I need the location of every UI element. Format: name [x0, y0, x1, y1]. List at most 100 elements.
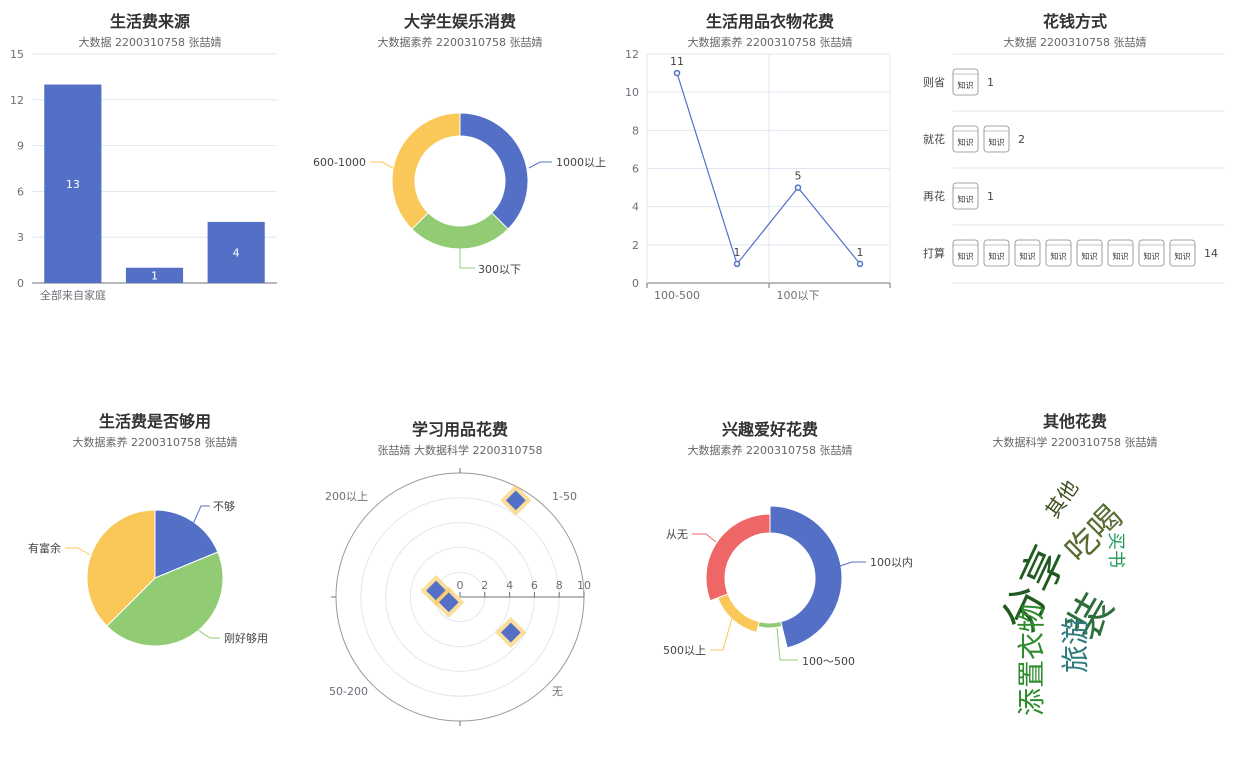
radius-tick-label: 8 — [556, 579, 563, 592]
book-symbol — [1045, 239, 1072, 267]
pie-slice — [391, 112, 461, 230]
slice-label: 100～500 — [802, 655, 855, 668]
book-symbol-label: 知识 — [958, 251, 974, 261]
book-symbol-label: 知识 — [1051, 251, 1067, 261]
book-symbol-label: 知识 — [1113, 251, 1129, 261]
book-symbol — [1107, 239, 1134, 267]
chart-subtitle: 大数据素养 2200310758 张喆婧 — [687, 444, 853, 457]
cloud-word: 添置衣物 — [1015, 604, 1048, 716]
book-symbol — [1076, 239, 1103, 267]
pie-slice — [154, 509, 219, 579]
x-tick-label: 全部来自家庭 — [40, 288, 106, 302]
label-line — [776, 627, 798, 661]
chart-title: 花钱方式 — [1042, 12, 1107, 31]
radius-tick-label: 0 — [457, 579, 464, 592]
series-line — [676, 72, 861, 266]
chart-subtitle: 张喆婧 大数据科学 2200310758 — [377, 444, 543, 457]
chart-subtitle: 大数据素养 2200310758 张喆婧 — [377, 36, 543, 49]
category-label: 打算 — [923, 246, 945, 260]
y-tick-label: 2 — [632, 239, 639, 252]
bar-value-label: 1 — [151, 269, 158, 282]
row-value-label: 14 — [1204, 247, 1218, 260]
label-line — [192, 505, 210, 525]
label-line — [839, 561, 866, 567]
y-tick-label: 0 — [632, 277, 639, 290]
label-line — [710, 617, 733, 651]
chart-title: 生活用品衣物花费 — [705, 12, 834, 31]
x-tick-label: 100以下 — [777, 289, 820, 302]
label-line — [197, 629, 220, 639]
rose-slice — [757, 621, 783, 629]
slice-label: 600-1000 — [313, 156, 366, 169]
y-tick-label: 6 — [17, 185, 24, 198]
book-symbol-label: 知识 — [1082, 251, 1098, 261]
chart-entertainment: 大学生娱乐消费 大数据素养 2200310758 张喆婧 1000以上 300以下… — [310, 0, 610, 350]
y-tick-label: 6 — [632, 163, 639, 176]
row-value-label: 2 — [1018, 133, 1025, 146]
y-tick-label: 0 — [17, 277, 24, 290]
y-tick-label: 10 — [625, 86, 639, 99]
data-point — [733, 260, 741, 268]
label-line — [692, 533, 717, 543]
data-label: 1 — [857, 246, 864, 259]
y-tick-label: 12 — [10, 94, 24, 107]
pie-slice — [86, 509, 156, 627]
book-symbol-label: 知识 — [1144, 251, 1160, 261]
chart-title: 生活费来源 — [109, 12, 190, 31]
pie-slice — [459, 112, 529, 230]
angle-label: 200以上 — [325, 490, 368, 503]
category-label: 再花 — [923, 190, 945, 203]
slice-label: 1000以上 — [556, 156, 606, 169]
data-label: 1 — [734, 246, 741, 259]
y-tick-label: 8 — [632, 124, 639, 137]
book-symbol — [952, 182, 979, 210]
slice-label: 从无 — [666, 528, 688, 541]
book-symbol — [1014, 239, 1041, 267]
chart-living-source: 生活费来源 大数据 2200310758 张喆婧 0 3 6 9 12 15 13 1 4 全部来… — [0, 0, 300, 350]
bar-value-label: 4 — [233, 246, 240, 259]
x-tick-label: 100-500 — [654, 289, 700, 302]
angle-label: 50-200 — [329, 685, 368, 698]
chart-daily-goods: 生活用品衣物花费 大数据素养 2200310758 张喆婧 0 2 4 6 8 10 12 1… — [620, 0, 920, 350]
polar-scatter-chart: 0 2 4 6 8 10 1-50 200以上 50-200 无 — [325, 468, 591, 726]
bar — [44, 84, 102, 284]
radius-tick-label: 6 — [531, 579, 538, 592]
book-symbol — [952, 239, 979, 267]
book-symbol-label: 知识 — [958, 194, 974, 204]
rose-slice — [716, 593, 760, 633]
y-tick-label: 3 — [17, 231, 24, 244]
chart-subtitle: 大数据 2200310758 张喆婧 — [1003, 36, 1147, 49]
rose-slice — [705, 513, 771, 602]
chart-enough-money: 生活费是否够用 大数据素养 2200310758 张喆婧 不够 刚好够用 有富余 — [5, 400, 305, 750]
angle-label: 1-50 — [552, 490, 577, 503]
label-line — [528, 161, 552, 169]
y-tick-label: 12 — [625, 48, 639, 61]
chart-title: 生活费是否够用 — [98, 412, 211, 431]
book-symbol — [1169, 239, 1196, 267]
pie-slice — [106, 551, 224, 647]
book-symbol-label: 知识 — [958, 137, 974, 147]
y-tick-label: 15 — [10, 48, 24, 61]
slice-label: 有富余 — [28, 541, 61, 555]
book-symbol-label: 知识 — [989, 251, 1005, 261]
angle-label: 无 — [552, 685, 563, 698]
pie-slice — [411, 212, 509, 250]
chart-hobby: 兴趣爱好花费 大数据素养 2200310758 张喆婧 100以内 100～500… — [620, 408, 920, 758]
book-symbol-label: 知识 — [1020, 251, 1036, 261]
y-tick-label: 9 — [17, 140, 24, 153]
chart-other-spending: 其他花费 大数据科学 2200310758 张喆婧 其他 吃喝 买书 分享装添置衣物旅… — [925, 400, 1225, 750]
slice-label: 不够 — [213, 500, 235, 513]
radius-tick-label: 4 — [506, 579, 513, 592]
chart-title: 其他花费 — [1042, 412, 1107, 431]
slice-label: 500以上 — [663, 644, 706, 657]
data-point — [856, 260, 864, 268]
book-symbol-label: 知识 — [989, 137, 1005, 147]
slice-label: 100以内 — [870, 555, 913, 569]
scatter-point — [438, 592, 459, 613]
pictorial-bar-chart: 则省 知识 1就花 知识 知识 2再花 知识 1打算 知识 知识 知识 知识 知识 知识 知识 知识 14 — [923, 53, 1225, 284]
category-label: 就花 — [923, 132, 945, 146]
book-symbol — [952, 68, 979, 96]
